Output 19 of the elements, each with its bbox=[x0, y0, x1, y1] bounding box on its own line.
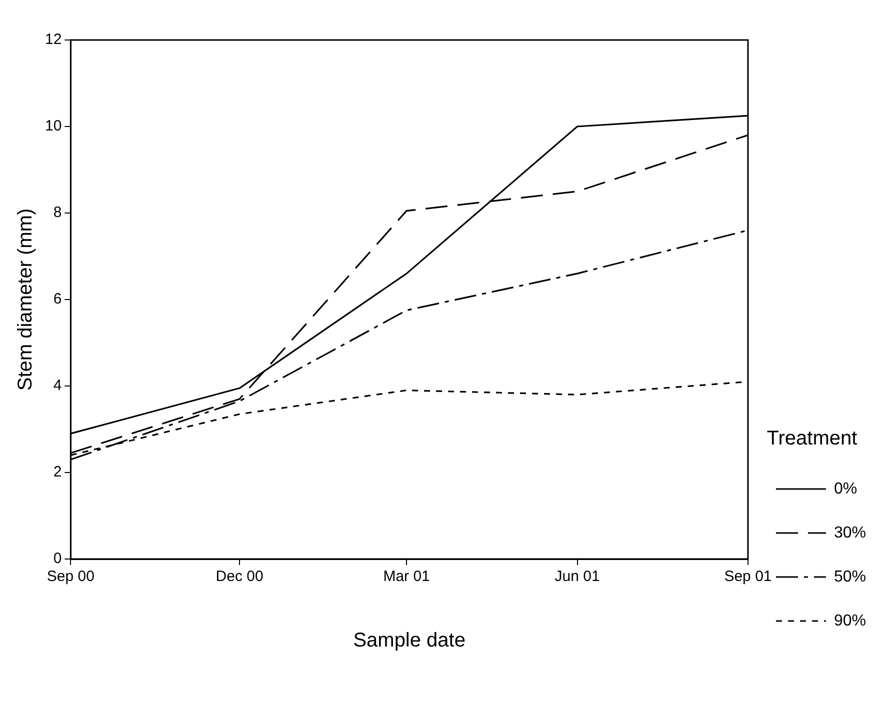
x-axis-title: Sample date bbox=[353, 630, 466, 652]
legend-label: 90% bbox=[834, 612, 866, 630]
y-tick-label: 2 bbox=[53, 464, 62, 481]
x-tick-label: Dec 00 bbox=[216, 568, 264, 586]
y-tick-label: 8 bbox=[53, 204, 62, 222]
legend-label: 0% bbox=[834, 480, 858, 498]
legend-label: 30% bbox=[834, 524, 866, 542]
y-tick-label: 4 bbox=[53, 377, 62, 394]
x-tick-label: Mar 01 bbox=[383, 568, 430, 586]
y-axis-title: Stem diameter (mm) bbox=[14, 208, 37, 391]
y-tick-label: 6 bbox=[53, 290, 62, 308]
legend-label: 50% bbox=[834, 568, 866, 586]
y-tick-label: 0 bbox=[53, 550, 62, 568]
y-tick-label: 12 bbox=[44, 31, 62, 48]
x-tick-label: Sep 01 bbox=[724, 568, 772, 586]
x-tick-label: Jun 01 bbox=[554, 568, 600, 586]
legend-title: Treatment bbox=[766, 428, 858, 450]
x-tick-label: Sep 00 bbox=[46, 568, 94, 586]
y-tick-label: 10 bbox=[44, 118, 62, 135]
